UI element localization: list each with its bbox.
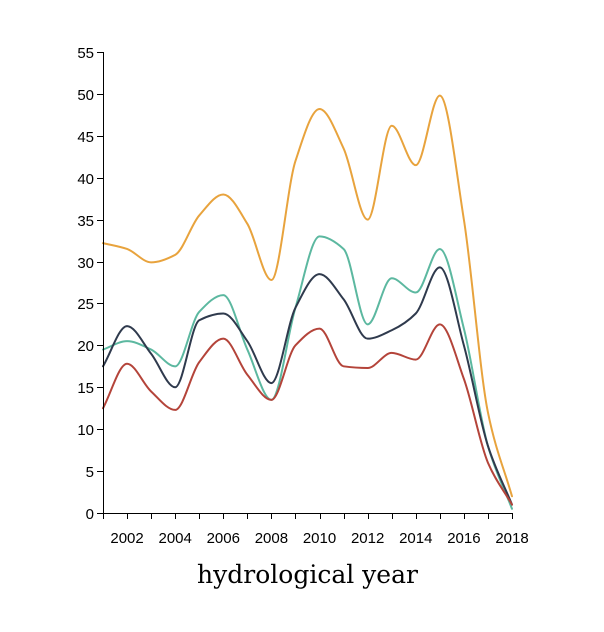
series-line-2: [102, 235, 513, 510]
y-tick-label: 5: [86, 464, 94, 481]
series-line-4: [102, 323, 513, 506]
x-tick-label: 2006: [207, 530, 240, 547]
x-tick-label: 2016: [447, 530, 480, 547]
series-layer: [102, 94, 513, 510]
y-tick-label: 10: [77, 422, 94, 439]
x-tick-label: 2010: [303, 530, 336, 547]
x-axis-line: [103, 513, 513, 519]
x-tick-label: 2014: [399, 530, 432, 547]
y-tick-label: 0: [86, 506, 94, 523]
y-tick-label: 15: [77, 380, 94, 397]
x-axis-title: hydrological year: [197, 560, 418, 589]
x-tick-label: 2018: [495, 530, 528, 547]
y-axis-line: [97, 52, 104, 514]
x-tick-label: 2012: [351, 530, 384, 547]
y-tick-label: 30: [77, 255, 94, 272]
y-tick-label: 45: [77, 129, 94, 146]
axes-layer: 0 5 10 15 20 25 30 35 40 45 50 55 2002 2004 2006 2008 20…: [77, 45, 528, 547]
y-tick-label: 25: [77, 296, 94, 313]
series-line-3: [102, 266, 513, 506]
series-line-1: [102, 94, 513, 498]
y-tick-label: 35: [77, 213, 94, 230]
y-tick-label: 40: [77, 171, 94, 188]
x-tick-label: 2004: [158, 530, 191, 547]
x-tick-label: 2002: [110, 530, 143, 547]
y-tick-label: 50: [77, 87, 94, 104]
x-tick-label: 2008: [255, 530, 288, 547]
y-tick-label: 20: [77, 338, 94, 355]
y-tick-label: 55: [77, 45, 94, 62]
